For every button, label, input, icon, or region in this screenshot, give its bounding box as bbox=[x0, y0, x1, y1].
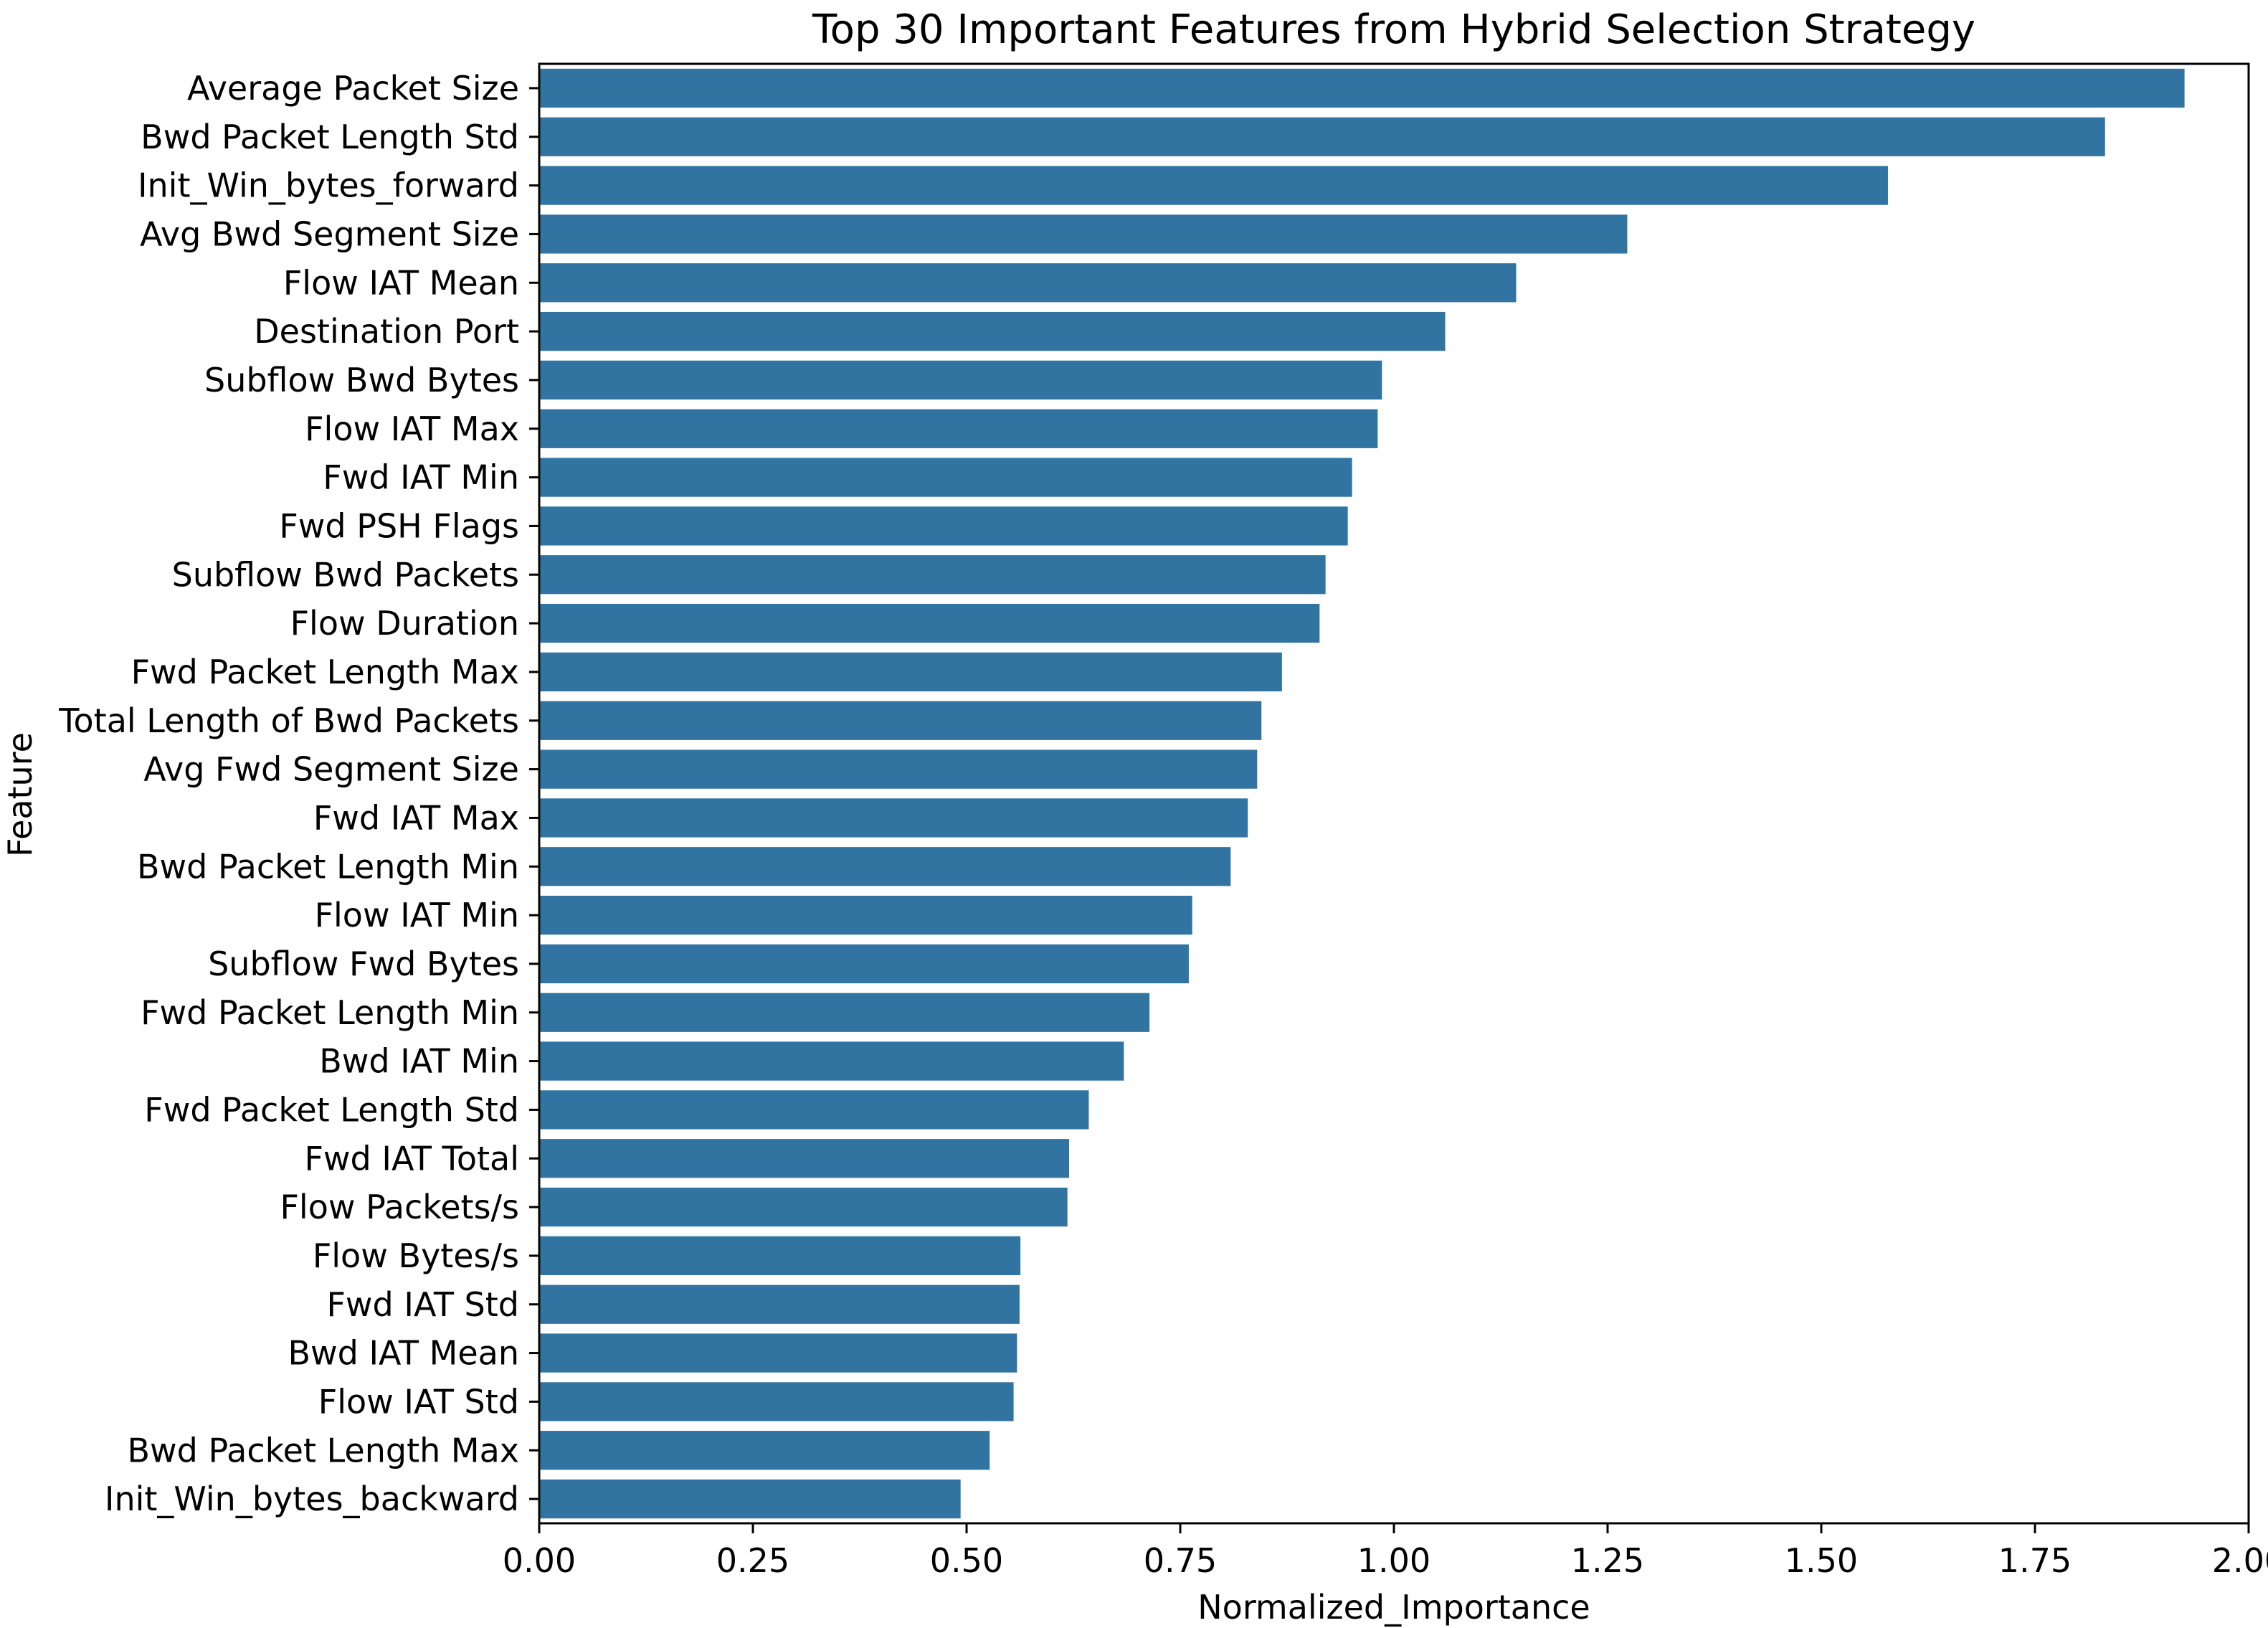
x-tick-label: 1.25 bbox=[1571, 1541, 1644, 1580]
y-tick-label: Flow Duration bbox=[290, 604, 519, 643]
y-tick-label: Flow Bytes/s bbox=[313, 1236, 519, 1275]
x-tick-label: 2.00 bbox=[2212, 1541, 2268, 1580]
bar bbox=[539, 311, 1446, 351]
y-tick-label: Fwd IAT Max bbox=[313, 798, 519, 837]
y-tick-label: Subflow Bwd Bytes bbox=[204, 361, 519, 399]
y-tick-label: Flow IAT Std bbox=[318, 1382, 519, 1421]
bar bbox=[539, 895, 1192, 935]
bar bbox=[539, 458, 1352, 497]
bar bbox=[539, 993, 1150, 1032]
x-tick-label: 1.00 bbox=[1357, 1541, 1430, 1580]
bar bbox=[539, 652, 1282, 692]
y-tick-label: Init_Win_bytes_backward bbox=[105, 1480, 519, 1518]
y-tick-label: Subflow Bwd Packets bbox=[172, 555, 519, 594]
bar bbox=[539, 1284, 1020, 1324]
x-tick-label: 1.75 bbox=[1998, 1541, 2072, 1580]
y-tick-label: Destination Port bbox=[254, 312, 519, 351]
y-tick-label: Bwd Packet Length Std bbox=[141, 118, 519, 156]
bars-layer bbox=[539, 68, 2185, 1519]
y-tick-label: Bwd IAT Mean bbox=[288, 1334, 519, 1373]
bar bbox=[539, 603, 1320, 643]
y-tick-label: Bwd Packet Length Max bbox=[128, 1431, 520, 1470]
y-axis: Average Packet Size Bwd Packet Length Std… bbox=[58, 69, 539, 1518]
bar bbox=[539, 1382, 1014, 1421]
bar bbox=[539, 214, 1628, 254]
bar bbox=[539, 1139, 1070, 1178]
y-tick-label: Avg Bwd Segment Size bbox=[140, 214, 519, 253]
bar bbox=[539, 1479, 961, 1519]
bar bbox=[539, 506, 1348, 546]
bar bbox=[539, 847, 1231, 886]
bar bbox=[539, 1431, 990, 1470]
x-tick-label: 0.25 bbox=[716, 1541, 789, 1580]
y-tick-label: Total Length of Bwd Packets bbox=[58, 701, 519, 740]
y-axis-label: Feature bbox=[1, 732, 39, 857]
bar bbox=[539, 749, 1258, 789]
y-tick-label: Average Packet Size bbox=[187, 69, 519, 108]
y-tick-label: Init_Win_bytes_forward bbox=[138, 166, 519, 205]
x-tick-label: 0.00 bbox=[503, 1541, 576, 1580]
y-tick-label: Flow IAT Max bbox=[305, 410, 519, 448]
y-tick-label: Fwd Packet Length Max bbox=[131, 653, 519, 691]
y-tick-label: Fwd Packet Length Std bbox=[144, 1090, 519, 1129]
chart-title: Top 30 Important Features from Hybrid Se… bbox=[812, 6, 1975, 53]
x-axis-label: Normalized_Importance bbox=[1197, 1588, 1590, 1627]
y-tick-label: Fwd IAT Total bbox=[304, 1139, 519, 1178]
y-tick-label: Bwd Packet Length Min bbox=[137, 847, 519, 886]
bar bbox=[539, 1236, 1021, 1276]
bar bbox=[539, 701, 1262, 740]
bar bbox=[539, 1333, 1017, 1373]
x-tick-label: 0.75 bbox=[1144, 1541, 1217, 1580]
bar bbox=[539, 1187, 1068, 1227]
y-tick-label: Flow Packets/s bbox=[280, 1188, 519, 1226]
y-tick-label: Fwd IAT Std bbox=[326, 1285, 519, 1324]
bar bbox=[539, 409, 1378, 448]
x-axis: 0.00 0.25 0.50 0.75 1.00 1.25 1.50 1.75 2.00 bbox=[503, 1523, 2268, 1580]
x-tick-label: 0.50 bbox=[930, 1541, 1003, 1580]
bar bbox=[539, 166, 1888, 205]
x-tick-label: 1.50 bbox=[1785, 1541, 1858, 1580]
y-tick-label: Bwd IAT Min bbox=[319, 1042, 519, 1081]
bar bbox=[539, 117, 2105, 156]
y-tick-label: Flow IAT Mean bbox=[283, 263, 519, 302]
bar bbox=[539, 944, 1189, 984]
y-tick-label: Flow IAT Min bbox=[315, 896, 519, 934]
bar bbox=[539, 798, 1248, 838]
y-tick-label: Fwd PSH Flags bbox=[279, 506, 519, 545]
y-tick-label: Subflow Fwd Bytes bbox=[208, 945, 519, 983]
bar bbox=[539, 555, 1326, 595]
y-tick-label: Fwd IAT Min bbox=[323, 458, 519, 497]
bar bbox=[539, 263, 1517, 303]
bar bbox=[539, 1041, 1124, 1081]
bar bbox=[539, 68, 2185, 108]
bar bbox=[539, 1090, 1089, 1130]
y-tick-label: Avg Fwd Segment Size bbox=[143, 750, 519, 789]
bar bbox=[539, 360, 1382, 400]
y-tick-label: Fwd Packet Length Min bbox=[141, 993, 519, 1032]
plot-frame bbox=[538, 62, 2250, 1525]
